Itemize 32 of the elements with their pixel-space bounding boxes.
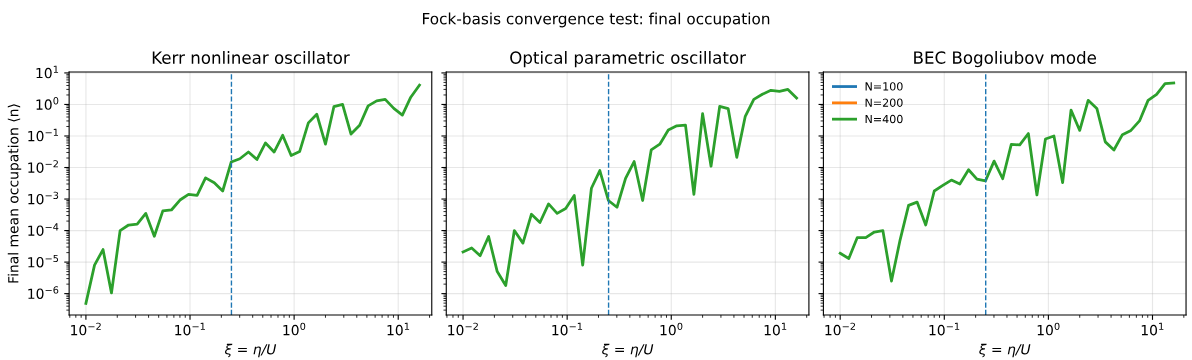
y-tick-label: 10$^{1}$ <box>36 65 59 79</box>
y-tick-label: 10$^{−4}$ <box>28 223 59 236</box>
x-tick-label: 10$^{−2}$ <box>825 322 856 336</box>
text: Fock-basis convergence test: final occupation <box>422 12 770 28</box>
y-tick-label: 10$^{0}$ <box>36 97 59 110</box>
x-axis-title: ξ = η/U <box>224 343 277 358</box>
x-axis-title: ξ = η/U <box>602 343 654 358</box>
y-tick-label: 10$^{−5}$ <box>28 254 59 268</box>
x-tick-label: 10$^{0}$ <box>660 322 683 336</box>
y-tick-label: 10$^{−3}$ <box>28 191 59 205</box>
y-tick-label: 10$^{−1}$ <box>28 128 59 142</box>
x-tick-label: 10$^{1}$ <box>764 322 787 336</box>
legend-label: N=400 <box>865 114 903 124</box>
x-tick-label: 10$^{−1}$ <box>929 322 960 336</box>
x-tick-label: 10$^{0}$ <box>1037 322 1060 336</box>
chart-title: BEC Bogoliubov mode <box>914 51 1096 68</box>
y-tick-label: 10$^{−6}$ <box>28 286 59 299</box>
y-axis-title: Final mean occupation ⟨n⟩ <box>7 104 22 283</box>
y-tick-label: 10$^{−2}$ <box>28 160 58 173</box>
x-tick-label: 10$^{−1}$ <box>552 322 583 336</box>
x-tick-label: 10$^{−1}$ <box>175 322 205 336</box>
x-tick-label: 10$^{−2}$ <box>448 322 478 336</box>
legend-label: N=200 <box>865 98 903 107</box>
line-series <box>84 83 421 305</box>
x-tick-label: 10$^{1}$ <box>387 322 410 336</box>
chart-title: Optical parametric oscillator <box>510 51 746 68</box>
legend-label: N=100 <box>865 82 903 91</box>
x-tick-label: 10$^{1}$ <box>1141 322 1164 336</box>
x-axis-title: ξ = η/U <box>979 343 1031 358</box>
x-tick-label: 10$^{−2}$ <box>71 322 101 336</box>
x-tick-label: 10$^{0}$ <box>283 322 306 336</box>
chart-title: Kerr nonlinear oscillator <box>152 51 350 64</box>
